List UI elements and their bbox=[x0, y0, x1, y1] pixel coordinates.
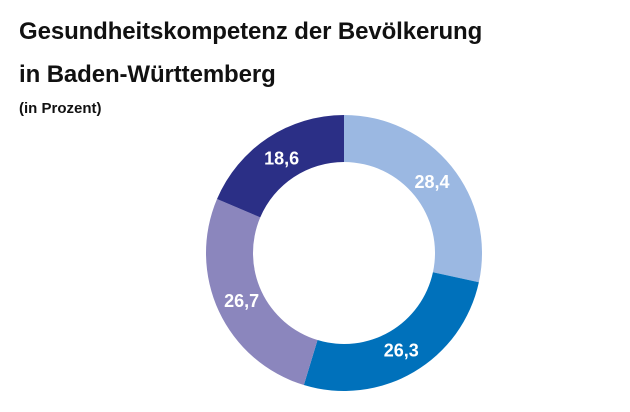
donut-slice-1 bbox=[344, 115, 483, 283]
slice-value-label-4: 18,6 bbox=[264, 149, 299, 169]
donut-slice-3 bbox=[205, 198, 318, 386]
donut-slices bbox=[205, 115, 483, 392]
donut-value-labels: 28,4 26,3 26,7 18,6 bbox=[224, 149, 449, 361]
slice-value-label-1: 28,4 bbox=[414, 172, 449, 192]
slice-value-label-3: 26,7 bbox=[224, 291, 259, 311]
donut-slice-4 bbox=[217, 115, 344, 218]
donut-slice-2 bbox=[303, 272, 479, 392]
chart-header: Gesundheitskompetenz der Bevölkerung in … bbox=[19, 10, 619, 119]
chart-title-line-2: in Baden-Württemberg bbox=[19, 61, 276, 88]
chart-title-line-1: Gesundheitskompetenz der Bevölkerung bbox=[19, 18, 483, 45]
chart-subtitle: (in Prozent) bbox=[19, 100, 102, 117]
slice-value-label-2: 26,3 bbox=[384, 340, 419, 360]
